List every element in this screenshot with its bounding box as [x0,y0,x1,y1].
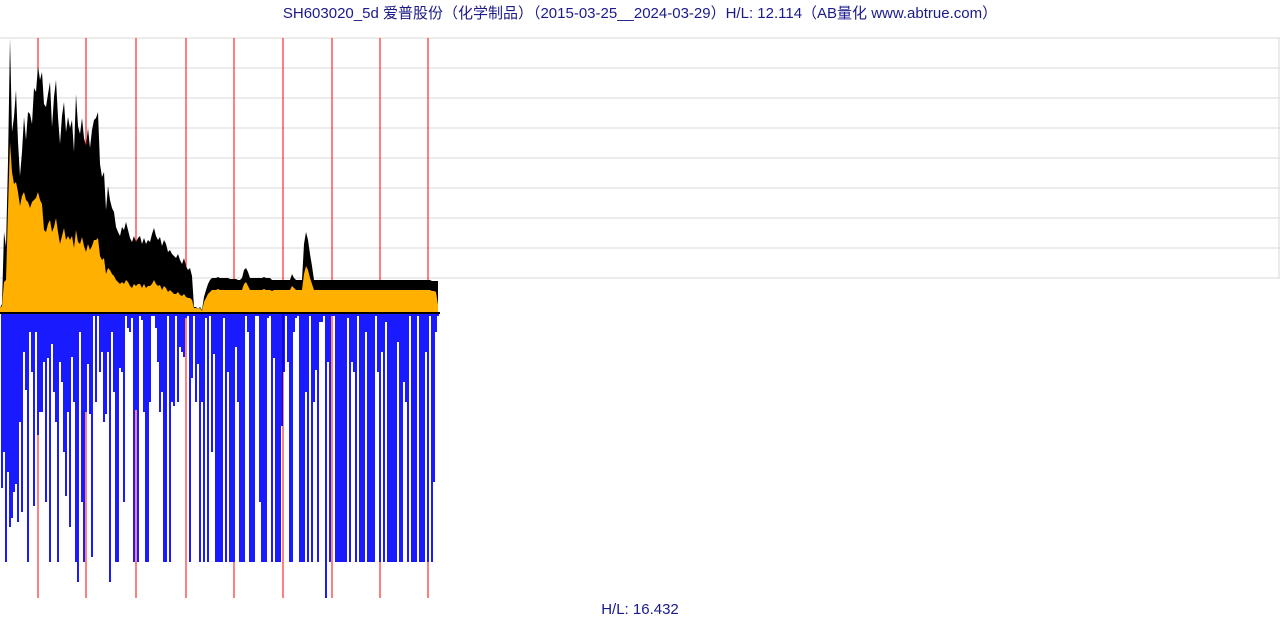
chart-title: SH603020_5d 爱普股份（化学制品）（2015-03-25__2024-… [0,2,1280,23]
chart-area [0,22,1280,598]
chart-container: SH603020_5d 爱普股份（化学制品）（2015-03-25__2024-… [0,0,1280,620]
chart-footer: H/L: 16.432 [0,601,1280,618]
chart-svg [0,22,1280,598]
